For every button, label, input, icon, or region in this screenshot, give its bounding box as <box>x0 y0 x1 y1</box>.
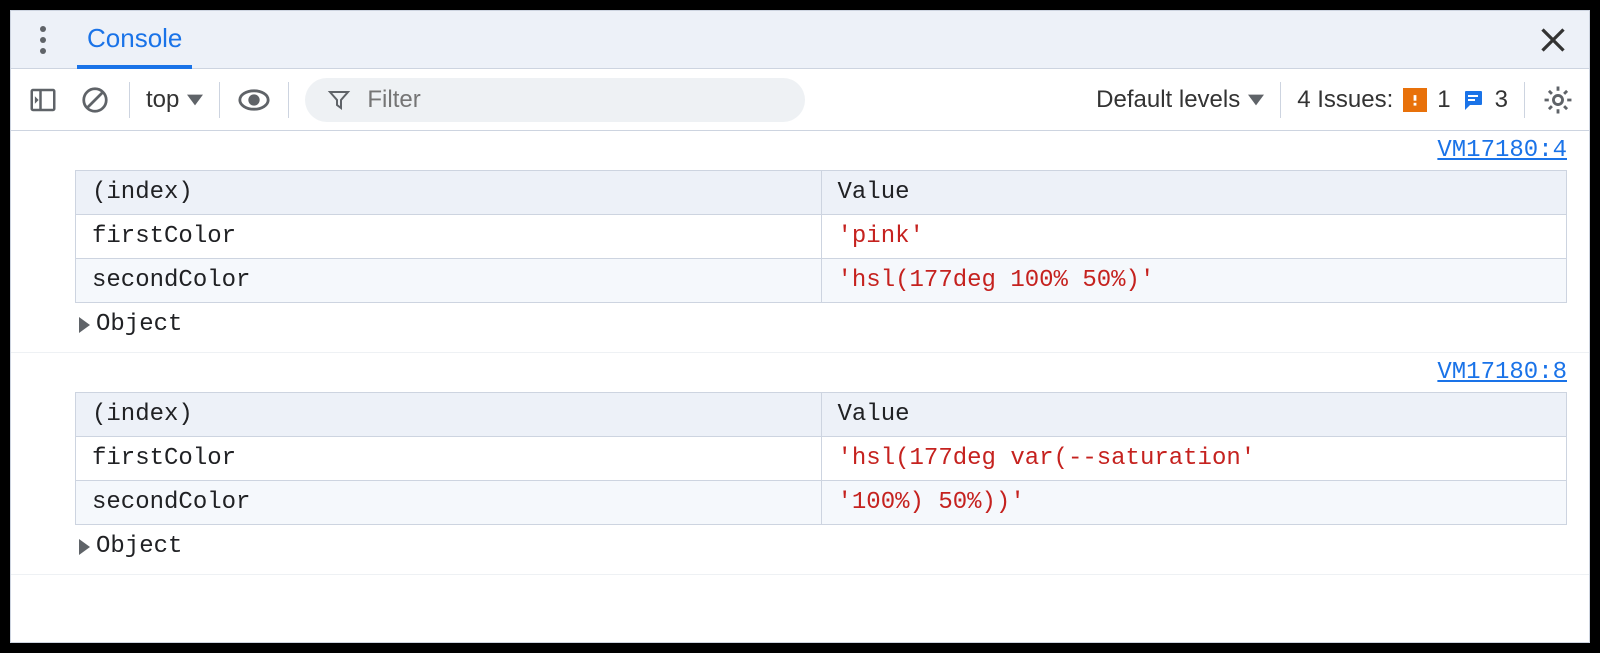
source-link[interactable]: VM17180:4 <box>1437 137 1567 164</box>
clear-console-icon[interactable] <box>77 82 113 118</box>
table-cell-index: secondColor <box>76 481 822 525</box>
caret-right-icon <box>79 539 90 555</box>
caret-right-icon <box>79 317 90 333</box>
tab-bar: Console <box>11 11 1589 69</box>
console-entry: VM17180:8 (index) Value firstColor 'hsl(… <box>11 353 1589 575</box>
source-line: VM17180:8 <box>11 353 1589 392</box>
log-levels-selector[interactable]: Default levels <box>1096 86 1264 114</box>
object-label: Object <box>96 533 182 560</box>
devtools-panel: Console top <box>10 10 1590 643</box>
table-cell-index: firstColor <box>76 437 822 481</box>
settings-gear-icon[interactable] <box>1541 83 1575 117</box>
table-row[interactable]: secondColor '100%) 50%))' <box>76 481 1567 525</box>
console-toolbar: top Default levels 4 Issues: <box>11 69 1589 131</box>
issues-summary[interactable]: 4 Issues: 1 3 <box>1297 86 1508 114</box>
info-badge-icon <box>1461 88 1485 112</box>
filter-input[interactable] <box>365 85 783 115</box>
console-entry: VM17180:4 (index) Value firstColor 'pink… <box>11 131 1589 353</box>
table-cell-value: 'hsl(177deg 100% 50%)' <box>821 259 1567 303</box>
live-expression-icon[interactable] <box>236 82 272 118</box>
table-cell-value: 'pink' <box>821 215 1567 259</box>
table-header-value[interactable]: Value <box>821 171 1567 215</box>
table-cell-value: '100%) 50%))' <box>821 481 1567 525</box>
table-header-index[interactable]: (index) <box>76 393 822 437</box>
context-label: top <box>146 86 179 114</box>
console-output: VM17180:4 (index) Value firstColor 'pink… <box>11 131 1589 642</box>
info-count: 3 <box>1495 86 1508 114</box>
table-header-value[interactable]: Value <box>821 393 1567 437</box>
source-link[interactable]: VM17180:8 <box>1437 359 1567 386</box>
close-icon[interactable] <box>1535 22 1571 58</box>
table-cell-index: firstColor <box>76 215 822 259</box>
table-header-index[interactable]: (index) <box>76 171 822 215</box>
table-row[interactable]: secondColor 'hsl(177deg 100% 50%)' <box>76 259 1567 303</box>
console-table: (index) Value firstColor 'hsl(177deg var… <box>75 392 1567 525</box>
table-row[interactable]: firstColor 'pink' <box>76 215 1567 259</box>
context-selector[interactable]: top <box>146 86 203 114</box>
tab-console-label: Console <box>87 23 182 54</box>
filter-field[interactable] <box>305 78 805 122</box>
tab-console[interactable]: Console <box>77 12 192 69</box>
table-cell-value: 'hsl(177deg var(--saturation' <box>821 437 1567 481</box>
warning-count: 1 <box>1437 86 1450 114</box>
object-expander[interactable]: Object <box>11 529 1589 566</box>
object-label: Object <box>96 311 182 338</box>
table-row[interactable]: firstColor 'hsl(177deg var(--saturation' <box>76 437 1567 481</box>
toggle-drawer-icon[interactable] <box>25 82 61 118</box>
table-cell-index: secondColor <box>76 259 822 303</box>
log-levels-label: Default levels <box>1096 86 1240 114</box>
object-expander[interactable]: Object <box>11 307 1589 344</box>
kebab-menu-icon[interactable] <box>29 20 57 60</box>
warning-badge-icon <box>1403 88 1427 112</box>
console-table: (index) Value firstColor 'pink' secondCo… <box>75 170 1567 303</box>
source-line: VM17180:4 <box>11 131 1589 170</box>
issues-label: 4 Issues: <box>1297 86 1393 114</box>
